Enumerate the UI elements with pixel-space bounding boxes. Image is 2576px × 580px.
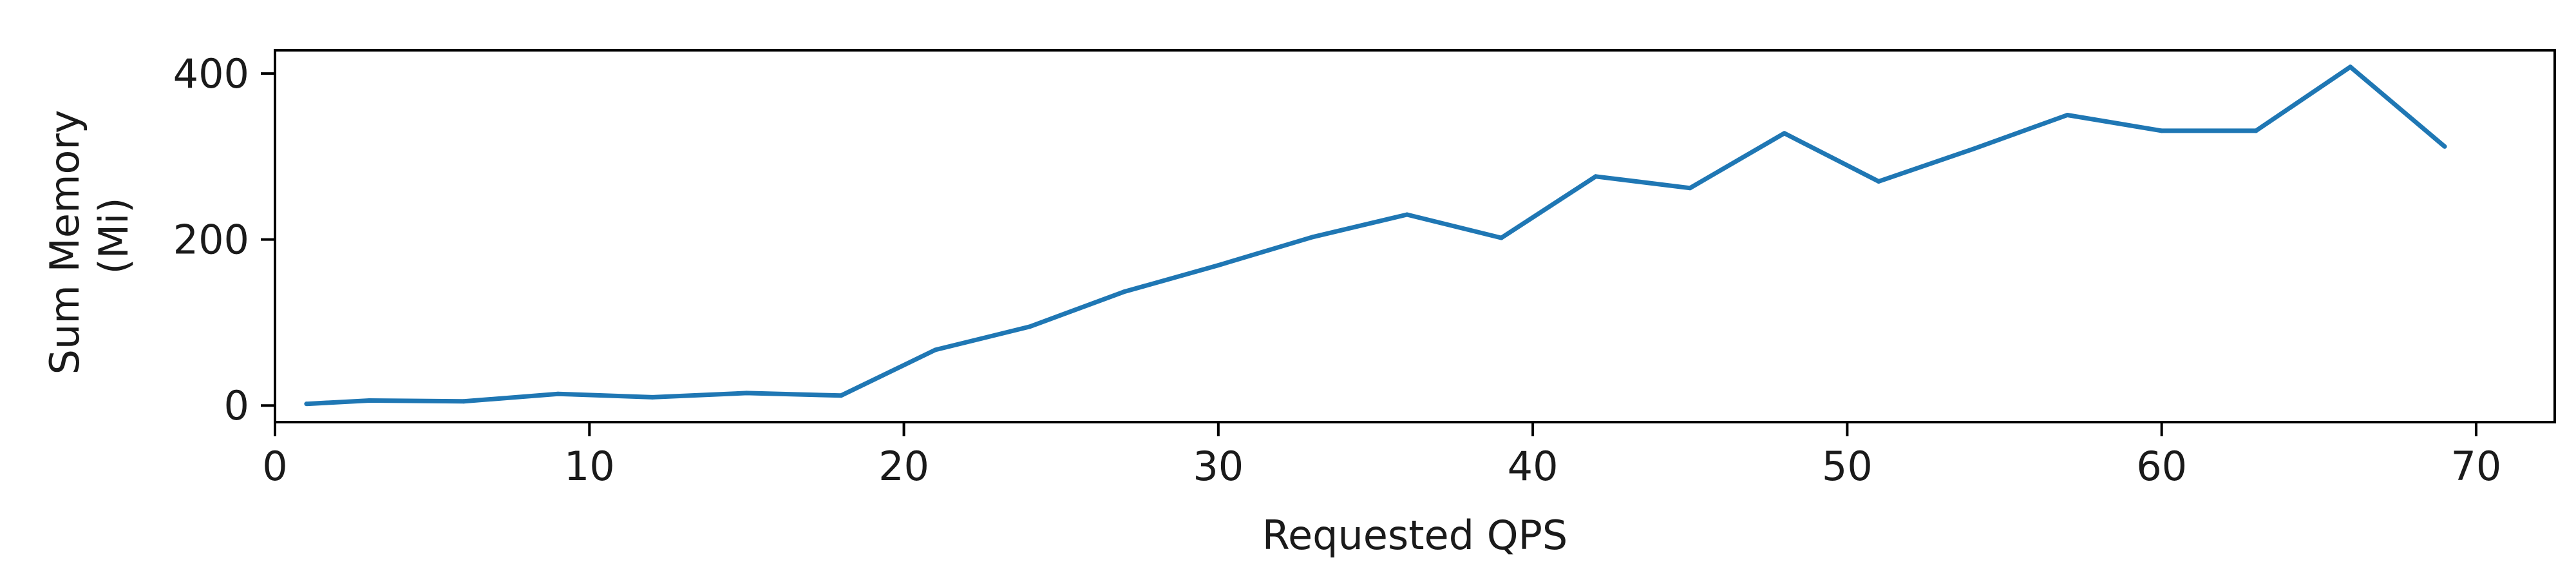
data-point <box>1121 289 1126 295</box>
x-tick-label: 40 <box>1508 443 1558 490</box>
y-axis-label-line-1: Sum Memory <box>41 110 88 374</box>
ticks-layer: 0 10 20 30 40 50 60 70 0 200 400 <box>173 50 2502 490</box>
data-point <box>1687 186 1692 191</box>
data-point <box>1593 174 1598 179</box>
data-point <box>744 391 749 396</box>
x-tick-label: 30 <box>1193 443 1244 490</box>
x-tick-label: 20 <box>878 443 929 490</box>
data-point <box>366 398 372 403</box>
x-tick-label: 60 <box>2136 443 2187 490</box>
y-axis-label-line-2: (Mi) <box>90 197 137 274</box>
series-line <box>306 64 2447 407</box>
x-tick-label: 10 <box>564 443 615 490</box>
data-point <box>1876 179 1881 184</box>
plot-area <box>275 50 2555 422</box>
data-point <box>1499 235 1504 240</box>
data-point <box>2159 128 2164 133</box>
data-point <box>650 394 655 400</box>
x-tick-label: 0 <box>262 443 287 490</box>
x-axis-label: Requested QPS <box>1262 512 1568 559</box>
y-tick-label: 0 <box>224 382 249 429</box>
data-point <box>1027 324 1032 329</box>
data-point <box>304 401 309 407</box>
y-tick-label: 400 <box>173 50 249 97</box>
x-tick-label: 50 <box>1822 443 1873 490</box>
data-point <box>838 393 844 398</box>
data-point <box>555 391 560 396</box>
data-point <box>461 399 466 404</box>
data-point <box>1310 235 1315 240</box>
y-axis-label: Sum Memory (Mi) <box>41 97 137 375</box>
data-point <box>1782 131 1787 136</box>
data-point <box>2253 128 2259 133</box>
data-point <box>2348 64 2353 70</box>
data-point <box>1216 263 1221 268</box>
x-tick-label: 70 <box>2450 443 2501 490</box>
series-layer <box>304 64 2447 407</box>
data-point <box>2065 112 2070 117</box>
data-point <box>2442 144 2447 149</box>
plot-frame <box>274 49 2556 423</box>
y-tick-label: 200 <box>173 217 249 264</box>
data-point <box>1405 212 1410 217</box>
data-point <box>1971 146 1976 151</box>
data-point <box>933 347 938 353</box>
